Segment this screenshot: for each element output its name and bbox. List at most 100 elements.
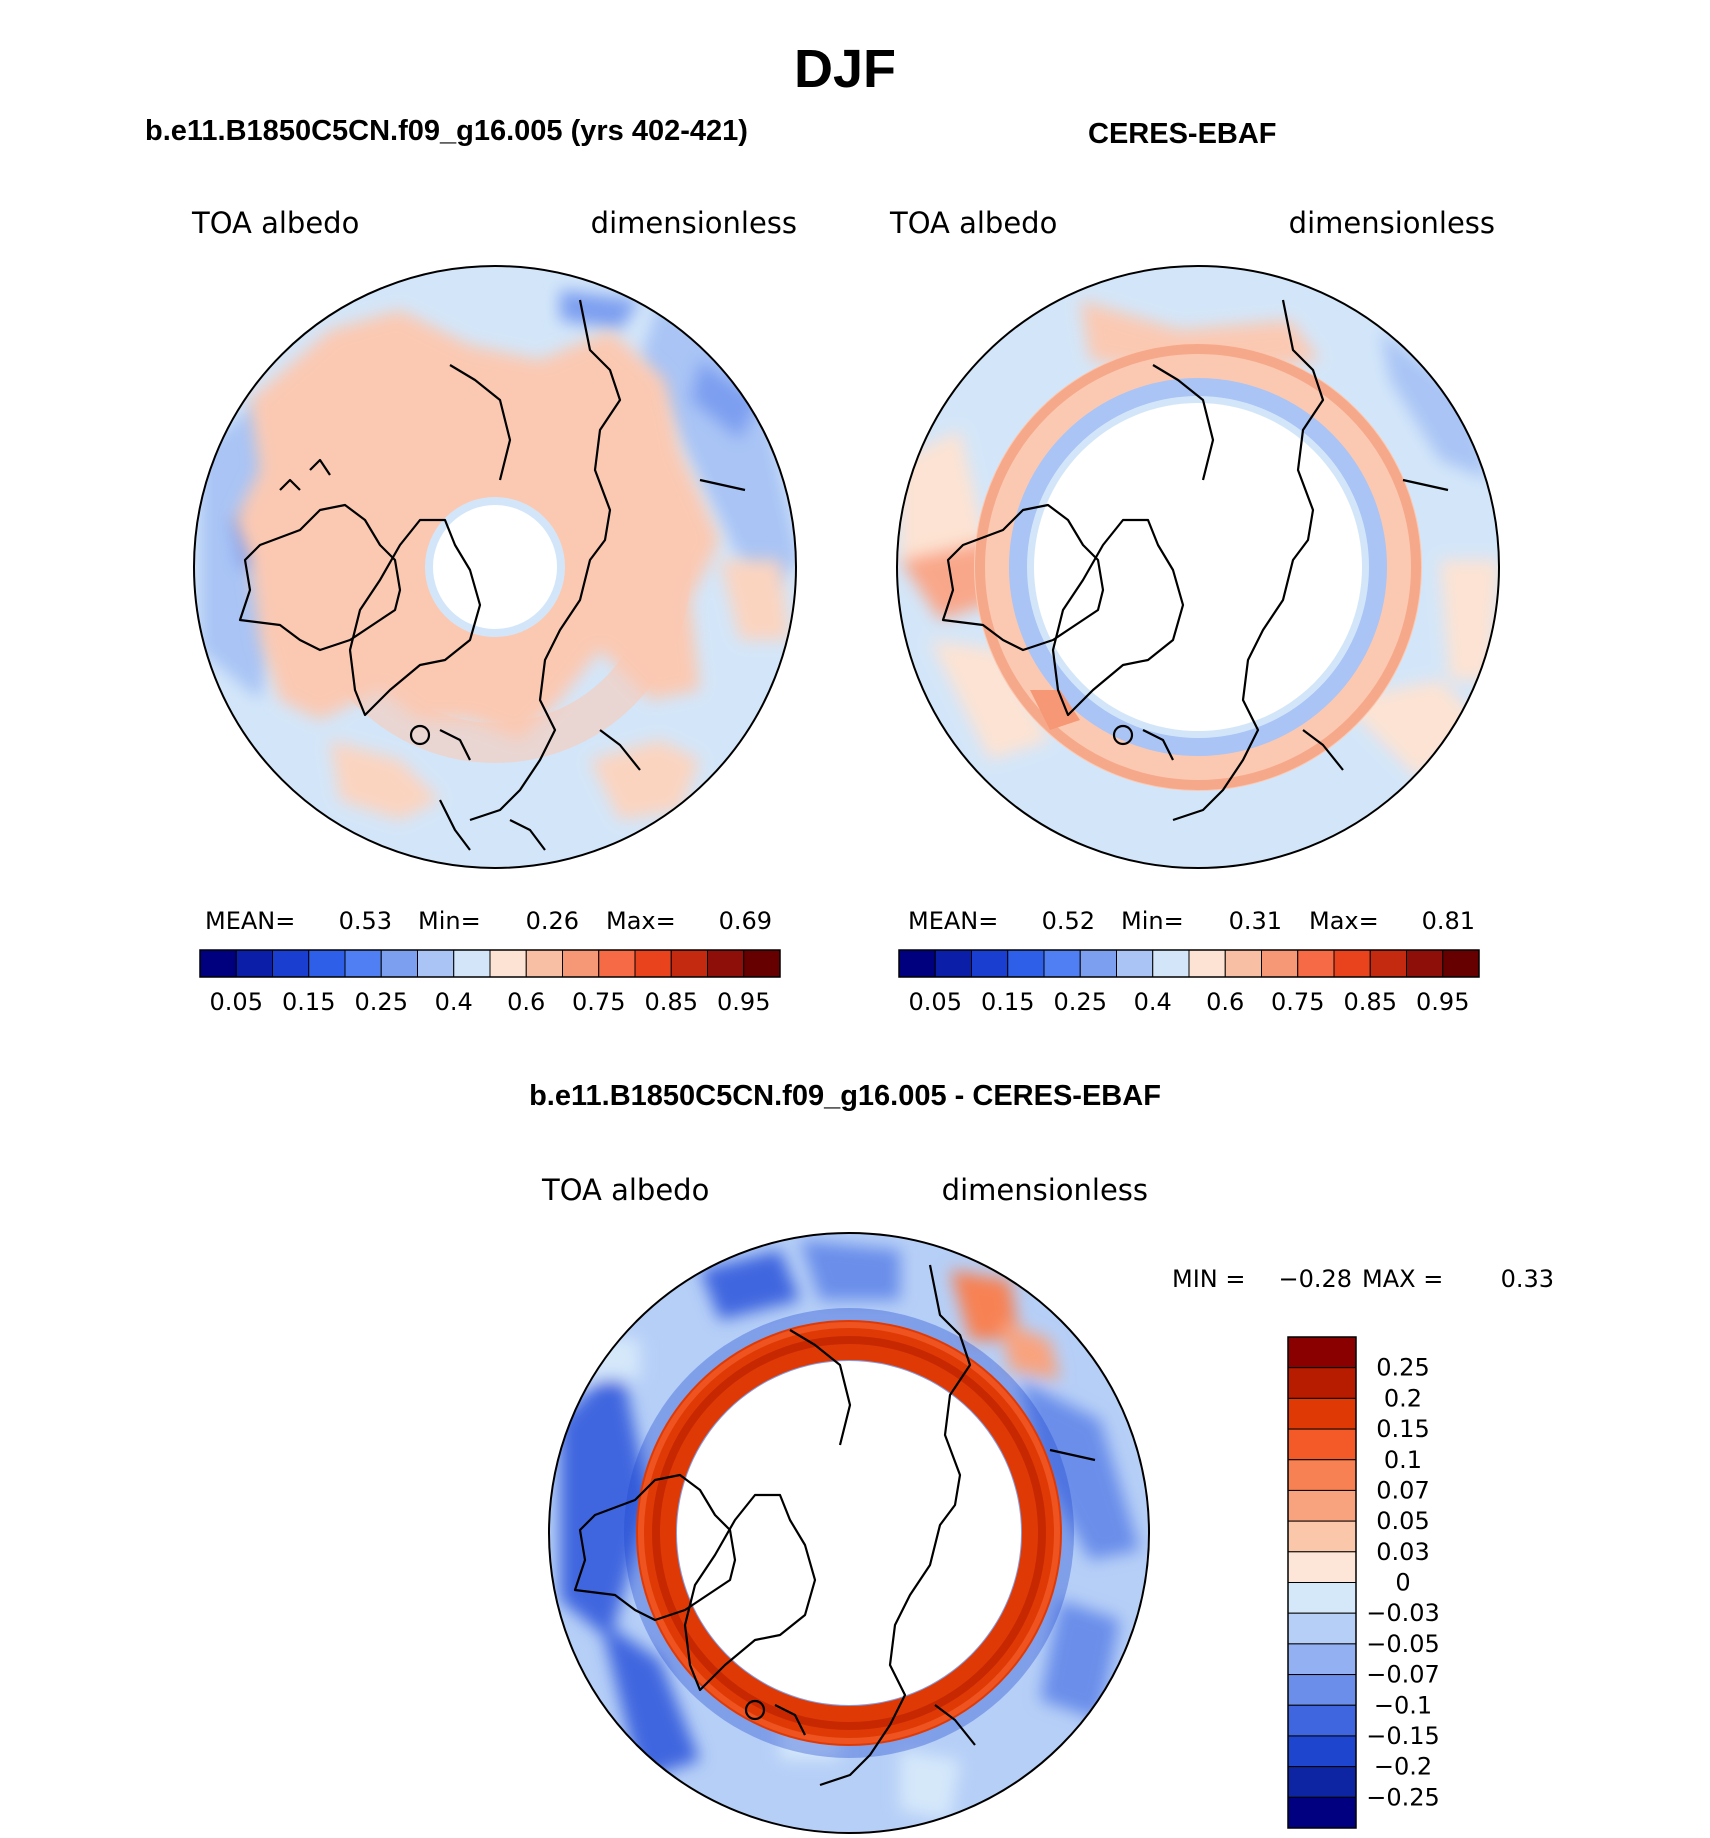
diff-colorbar [1287,1336,1357,1829]
obs-colorbar-tick-label: 0.95 [1416,988,1469,1016]
diff-min-label: MIN = [1172,1265,1245,1293]
diff-colorbar-swatch [1287,1459,1357,1491]
model-colorbar-swatch [598,949,636,978]
model-mean-label: MEAN= [205,907,295,935]
diff-colorbar-swatch [1287,1367,1357,1399]
obs-colorbar-swatch [1261,949,1299,978]
model-colorbar-swatch [453,949,491,978]
diff-units-label: dimensionless [942,1173,1148,1207]
obs-colorbar-swatch [1333,949,1371,978]
diff-colorbar-tick-label: 0.07 [1376,1476,1429,1504]
obs-min-value: 0.31 [1229,907,1282,935]
obs-colorbar-swatch [1369,949,1407,978]
obs-units-label: dimensionless [1289,206,1495,240]
model-colorbar-swatch [743,949,781,978]
obs-mean-value: 0.52 [1042,907,1095,935]
obs-colorbar-swatch [1406,949,1444,978]
obs-colorbar-swatch [1116,949,1154,978]
diff-colorbar-swatch [1287,1428,1357,1461]
model-colorbar-swatch [670,949,708,978]
obs-colorbar-swatch [934,949,972,978]
obs-polar-map [897,266,1499,868]
model-colorbar-tick-label: 0.15 [282,988,335,1016]
diff-patches [560,1240,1140,1820]
diff-colorbar-swatch [1287,1397,1357,1430]
diff-colorbar-swatch [1287,1643,1357,1676]
model-colorbar-tick-label: 0.4 [435,988,473,1016]
model-units-label: dimensionless [591,206,797,240]
diff-colorbar-swatch [1287,1612,1357,1645]
model-max-value: 0.69 [719,907,772,935]
model-panel: TOA albedo dimensionless [191,206,797,1016]
obs-colorbar-swatch [898,949,936,978]
obs-min-label: Min= [1121,907,1184,935]
diff-colorbar-ticks: 0.250.2 0.15 0.10.07 0.05 0.03 0−0.03 −0.05 −0.… [1366,1354,1440,1812]
diff-colorbar-swatch [1287,1796,1357,1829]
obs-colorbar-tick-label: 0.05 [909,988,962,1016]
model-colorbar-tick-label: 0.75 [572,988,625,1016]
model-colorbar [199,949,781,978]
diff-colorbar-swatch [1287,1735,1357,1768]
model-min-label: Min= [418,907,481,935]
diff-colorbar-tick-label: −0.07 [1366,1661,1440,1689]
obs-mean-label: MEAN= [908,907,998,935]
diff-colorbar-swatch [1287,1520,1357,1553]
obs-colorbar-swatch [1188,949,1226,978]
diff-colorbar-tick-label: −0.1 [1374,1691,1432,1719]
model-colorbar-frame [199,949,781,978]
obs-colorbar-tick-label: 0.85 [1344,988,1397,1016]
obs-colorbar-swatch [1007,949,1045,978]
obs-colorbar-tick-label: 0.75 [1271,988,1324,1016]
model-colorbar-swatch [489,949,527,978]
season-title: DJF [794,39,896,99]
diff-max-label: MAX = [1362,1265,1443,1293]
model-colorbar-tick-label: 0.95 [717,988,770,1016]
diff-colorbar-swatch [1287,1336,1357,1369]
obs-colorbar-swatch [1043,949,1081,978]
obs-colorbar-swatch [1079,949,1117,978]
model-panel-title: b.e11.B1850C5CN.f09_g16.005 (yrs 402-421… [145,115,748,147]
model-colorbar-tick-label: 0.25 [355,988,408,1016]
obs-colorbar-tick-label: 0.15 [981,988,1034,1016]
diff-colorbar-swatch [1287,1489,1357,1522]
diff-panel-title: b.e11.B1850C5CN.f09_g16.005 - CERES-EBAF [529,1080,1161,1112]
obs-colorbar-swatch [1442,949,1480,978]
diff-colorbar-frame [1287,1336,1357,1829]
model-colorbar-tick-label: 0.85 [645,988,698,1016]
model-colorbar-swatch [562,949,600,978]
obs-colorbar-tick-label: 0.4 [1134,988,1172,1016]
model-min-value: 0.26 [526,907,579,935]
model-colorbar-swatch [272,949,310,978]
obs-colorbar-swatch [1224,949,1262,978]
diff-colorbar-tick-label: −0.2 [1374,1753,1432,1781]
model-colorbar-swatch [308,949,346,978]
obs-colorbar [898,949,1480,978]
obs-variable-label: TOA albedo [889,206,1057,240]
model-coastlines [238,299,746,851]
obs-colorbar-tick-label: 0.25 [1054,988,1107,1016]
obs-panel-title: CERES-EBAF [1088,118,1277,150]
model-colorbar-swatch [380,949,418,978]
diff-colorbar-tick-label: 0.03 [1376,1538,1429,1566]
diff-colorbar-tick-label: 0 [1395,1569,1410,1597]
model-variable-label: TOA albedo [191,206,359,240]
model-polar-map [194,266,796,868]
model-colorbar-tick-label: 0.05 [210,988,263,1016]
model-mean-value: 0.53 [339,907,392,935]
diff-colorbar-tick-label: 0.1 [1384,1446,1422,1474]
model-max-label: Max= [606,907,676,935]
obs-colorbar-frame [898,949,1480,978]
diff-colorbar-swatch [1287,1704,1357,1737]
obs-colorbar-swatch [1152,949,1190,978]
obs-coastlines [941,299,1449,822]
diff-max-value: 0.33 [1501,1265,1554,1293]
diff-coastlines [573,1264,1096,1787]
diff-colorbar-tick-label: 0.2 [1384,1384,1422,1412]
diff-colorbar-tick-label: −0.03 [1366,1599,1440,1627]
model-colorbar-swatch [199,949,237,978]
diff-colorbar-swatch [1287,1766,1357,1798]
diff-variable-label: TOA albedo [541,1173,709,1207]
diff-colorbar-tick-label: 0.25 [1376,1354,1429,1382]
obs-colorbar-swatch [971,949,1009,978]
